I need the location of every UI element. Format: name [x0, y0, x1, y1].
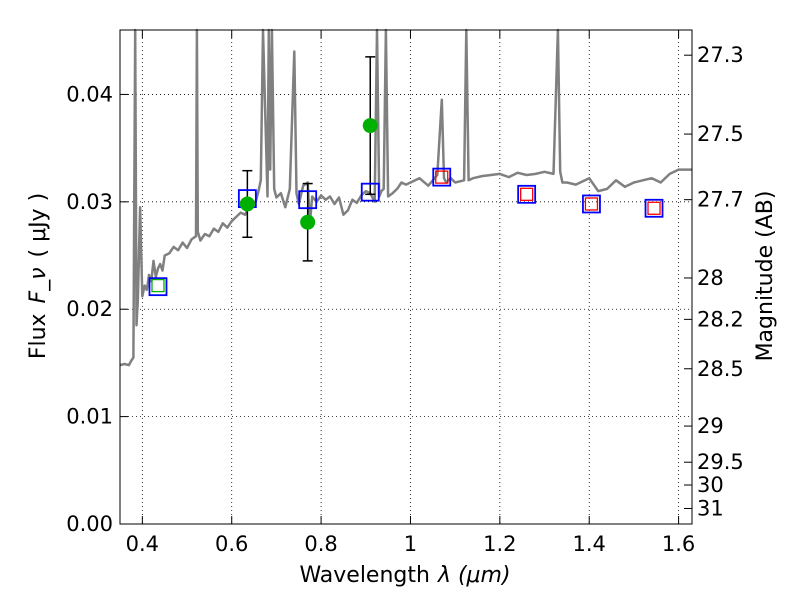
observed-point	[362, 118, 378, 134]
x-tick-label: 0.8	[304, 532, 337, 556]
spectrum-series	[119, 28, 692, 367]
y-axis-title: FluxF_ν( μJy )	[26, 193, 51, 359]
y-tick-label: 0.02	[66, 297, 113, 321]
model-point-red	[520, 187, 534, 201]
magnitude-tick-label: 28	[697, 266, 724, 290]
y-tick-label: 0.04	[66, 82, 113, 106]
x-axis-ticks: 0.4 0.6 0.8 1 1.2 1.4 1.6	[126, 30, 695, 556]
x-tick-label: 1.2	[483, 532, 516, 556]
y-axis-ticks: 0.00 0.01 0.02 0.03 0.04	[66, 82, 128, 536]
x-tick-label: 1.4	[573, 532, 606, 556]
model-point-blue	[582, 194, 601, 214]
plot-frame	[119, 29, 693, 525]
observed-point	[300, 214, 316, 230]
y-tick-label: 0.01	[66, 405, 113, 429]
model-point-red	[647, 201, 661, 215]
model-point-blue	[360, 182, 380, 202]
model-point-blue	[148, 277, 168, 297]
magnitude-tick-label: 28.5	[697, 357, 744, 381]
magnitude-tick-label: 31	[697, 496, 724, 520]
x-tick-label: 1.6	[662, 532, 695, 556]
model-point-red	[584, 197, 599, 211]
x-axis-title: Wavelength λ (μm)	[299, 563, 510, 588]
observed-point	[239, 196, 255, 212]
magnitude-tick-label: 30	[697, 473, 724, 497]
x-tick-label: 0.6	[215, 532, 248, 556]
model-point-blue	[517, 184, 537, 204]
magnitude-tick-label: 27.3	[697, 43, 744, 67]
magnitude-tick-label: 29.5	[697, 450, 744, 474]
right-axis-title: Magnitude (AB)	[753, 191, 778, 362]
model-point-red	[435, 170, 449, 184]
photometry-points	[148, 56, 664, 297]
model-point-blue	[298, 190, 318, 210]
model-point-blue	[432, 167, 452, 187]
magnitude-tick-label: 29	[697, 414, 724, 438]
x-tick-label: 0.4	[126, 532, 159, 556]
observed-point-square	[151, 278, 165, 293]
magnitude-tick-label: 28.2	[697, 307, 744, 331]
magnitude-tick-label: 27.7	[697, 188, 744, 212]
model-point-blue	[644, 198, 664, 218]
magnitude-tick-label: 27.5	[697, 122, 744, 146]
spectrum-line	[119, 28, 692, 367]
y-tick-label: 0.00	[66, 512, 113, 536]
grid-lines	[120, 30, 692, 524]
y-tick-label: 0.03	[66, 190, 113, 214]
x-tick-label: 1	[404, 532, 417, 556]
